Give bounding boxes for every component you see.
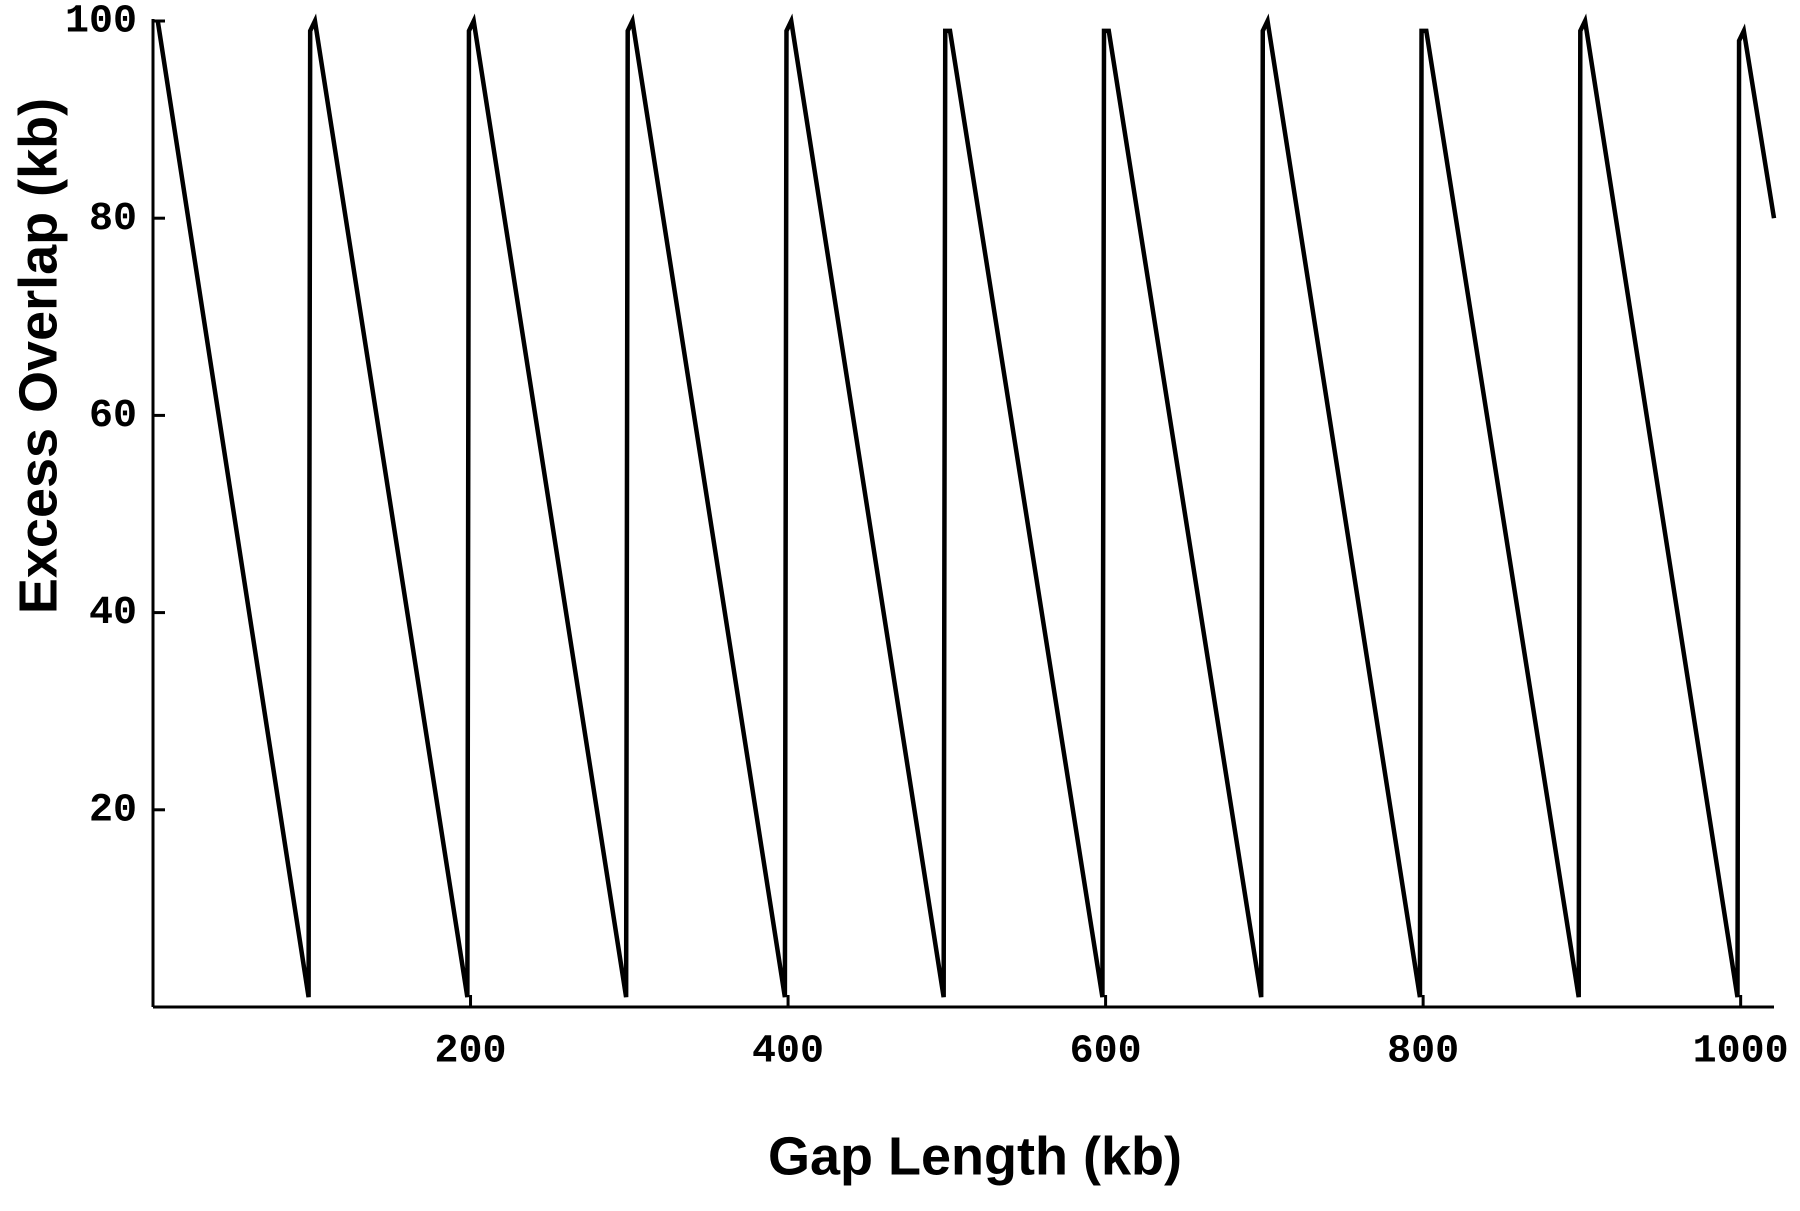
- x-tick-label: 800: [1387, 1030, 1459, 1075]
- y-tick-label: 100: [65, 0, 137, 45]
- y-axis-title: Excess Overlap (kb): [8, 98, 68, 614]
- x-tick-label: 200: [435, 1030, 507, 1075]
- x-tick-label: 1000: [1693, 1030, 1789, 1075]
- x-axis-title: Gap Length (kb): [768, 1126, 1182, 1186]
- line: [155, 13, 1777, 998]
- x-tick-label: 600: [1070, 1030, 1142, 1075]
- y-tick-label: 40: [89, 591, 137, 636]
- y-tick-label: 20: [89, 788, 137, 833]
- y-tick-label: 80: [89, 197, 137, 242]
- y-tick-label: 60: [89, 394, 137, 439]
- x-tick-label: 400: [752, 1030, 824, 1075]
